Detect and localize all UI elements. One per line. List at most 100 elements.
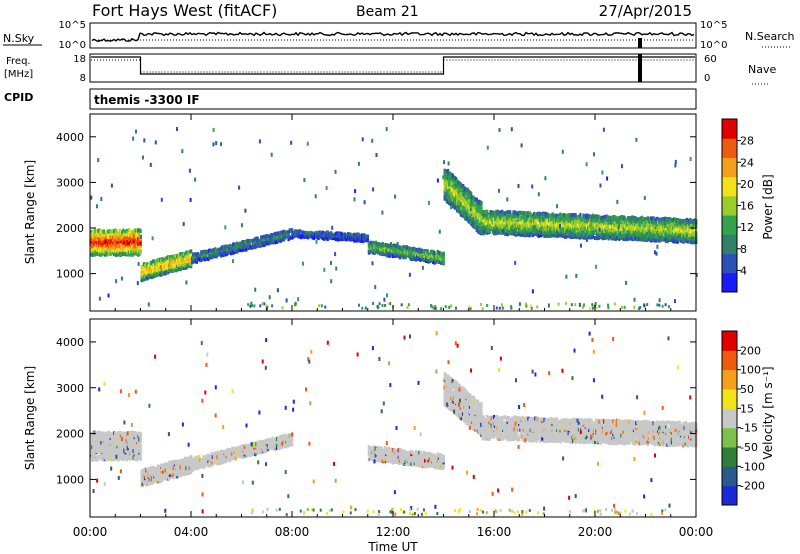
scatter-cell (564, 301, 567, 305)
scatter-cell (469, 202, 473, 207)
scatter-cell (458, 201, 461, 206)
scatter-cell (186, 250, 189, 255)
scatter-cell (174, 474, 178, 479)
scatter-cell (508, 212, 512, 217)
scatter-cell (366, 234, 369, 239)
power-y-axis-label: Slant Range [km] (23, 160, 37, 264)
scatter-cell (625, 280, 628, 285)
scatter-cell (448, 305, 451, 309)
scatter-cell (139, 438, 142, 443)
scatter-cell (668, 305, 670, 309)
scatter-cell (458, 189, 461, 194)
date-label: 27/Apr/2015 (599, 2, 692, 20)
scatter-cell (446, 194, 450, 199)
scatter-cell (583, 303, 585, 307)
scatter-cell (125, 457, 128, 462)
scatter-cell (219, 449, 223, 454)
scatter-cell (306, 235, 310, 240)
scatter-cell (427, 252, 430, 257)
scatter-cell (281, 306, 284, 310)
scatter-cell (121, 452, 124, 457)
scatter-cell (668, 217, 671, 221)
scatter-cell (179, 262, 182, 267)
scatter-cell (118, 444, 122, 449)
scatter-cell (107, 244, 110, 249)
scatter-cell (256, 442, 259, 447)
scatter-cell (135, 238, 139, 243)
scatter-cell (249, 304, 252, 308)
scatter-cell (95, 432, 99, 437)
frequency-panel: Freq. [MHz] 18 8 60 0 Nave (4, 53, 776, 85)
scatter-cell (140, 234, 142, 239)
scatter-cell (95, 434, 99, 439)
scatter-cell (174, 262, 178, 267)
scatter-cell (599, 183, 602, 188)
scatter-cell (486, 145, 489, 150)
scatter-cell (271, 304, 274, 308)
scatter-cell (95, 251, 99, 255)
scatter-cell (157, 464, 161, 469)
scatter-cell (371, 261, 374, 266)
scatter-cell (585, 237, 588, 242)
scatter-cell (131, 236, 134, 241)
scatter-cell (442, 258, 445, 263)
scatter-cell (626, 226, 629, 231)
scatter-cell (194, 257, 197, 262)
scatter-cell (593, 152, 595, 157)
scatter-cell (391, 254, 395, 259)
scatter-cell (565, 274, 568, 279)
scatter-cell (407, 248, 411, 253)
scatter-cell (126, 455, 130, 459)
scatter-cell (406, 306, 409, 310)
scatter-cell (98, 447, 101, 452)
scatter-cell (318, 304, 321, 308)
scatter-cell (465, 211, 468, 216)
scatter-cell (176, 127, 178, 131)
scatter-cell (126, 245, 130, 250)
scatter-cell (607, 303, 609, 307)
scatter-cell (246, 443, 249, 448)
scatter-cell (325, 186, 328, 190)
scatter-cell (489, 218, 492, 223)
scatter-cell (427, 200, 430, 205)
colorbar-swatch (722, 253, 737, 274)
scatter-cell (174, 468, 178, 473)
scatter-cell (547, 303, 550, 308)
scatter-cell (107, 447, 110, 451)
scatter-cell (469, 191, 473, 196)
scatter-cell (256, 238, 259, 243)
scatter-cell (508, 215, 512, 220)
scatter-cell (385, 127, 388, 132)
scatter-cell (606, 176, 609, 181)
scatter-cell (207, 458, 210, 463)
colorbar-swatch (722, 176, 737, 197)
frequency-panel-frame (89, 53, 697, 83)
scatter-cell (489, 210, 492, 214)
scatter-cell (254, 287, 257, 292)
scatter-cell (446, 175, 450, 180)
scatter-cell (205, 250, 209, 255)
scatter-cell (396, 244, 399, 249)
scatter-cell (402, 245, 405, 250)
scatter-cell (477, 230, 481, 235)
scatter-cell (340, 231, 343, 236)
scatter-cell (169, 465, 172, 470)
scatter-cell (107, 454, 110, 458)
scatter-cell (135, 446, 139, 451)
scatter-cell (354, 189, 357, 194)
scatter-cell (271, 436, 274, 441)
scatter-cell (459, 200, 462, 205)
scatter-cell (438, 259, 442, 264)
scatter-cell (205, 454, 209, 459)
scatter-cell (155, 473, 158, 478)
scatter-cell (407, 246, 411, 251)
scatter-cell (442, 261, 445, 266)
scatter-cell (247, 303, 250, 307)
scatter-cell (560, 224, 563, 229)
range-tick-label: 4000 (56, 131, 84, 144)
scatter-cell (653, 223, 656, 227)
scatter-cell (580, 243, 582, 248)
scatter-cell (203, 464, 206, 469)
scatter-cell (484, 224, 488, 229)
